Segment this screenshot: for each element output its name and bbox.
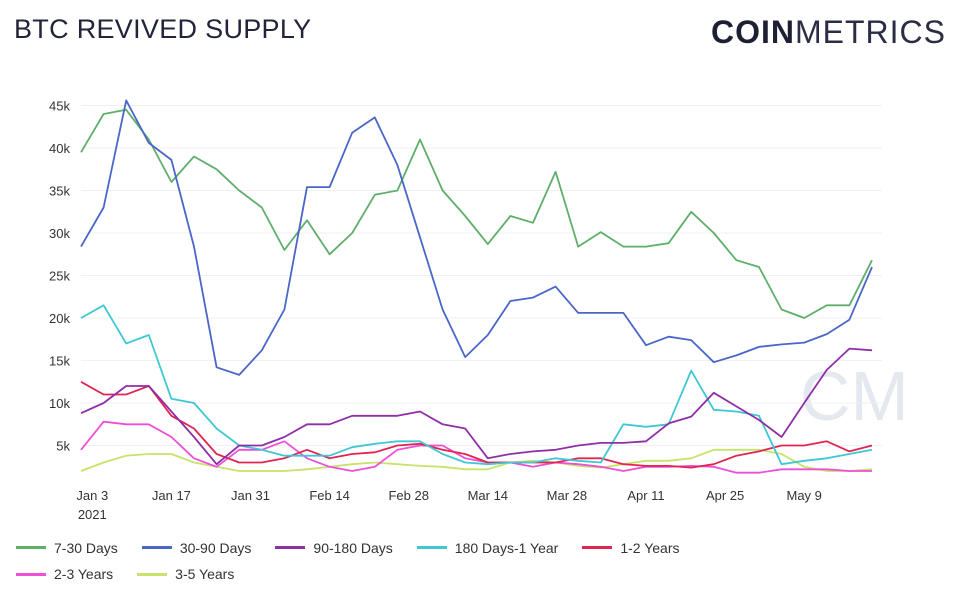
legend-swatch xyxy=(16,546,46,549)
legend-item[interactable]: 1-2 Years xyxy=(582,539,680,556)
y-tick-label: 5k xyxy=(56,439,70,454)
watermark: CM xyxy=(800,357,909,435)
legend-swatch xyxy=(16,572,46,576)
legend-label: 3-5 Years xyxy=(175,566,235,582)
y-tick-label: 30k xyxy=(49,226,70,241)
y-tick-label: 15k xyxy=(49,354,70,369)
series-line-90-180-days xyxy=(80,347,873,466)
legend-label: 7-30 Days xyxy=(54,539,118,556)
series-line-30-90-days xyxy=(80,99,873,376)
legend-item[interactable]: 180 Days-1 Year xyxy=(416,539,559,556)
legend-item[interactable]: 7-30 Days xyxy=(16,540,118,556)
x-tick-label: Mar 28 xyxy=(547,488,587,503)
y-tick-label: 25k xyxy=(49,269,70,284)
legend-swatch xyxy=(275,546,306,549)
legend-swatch xyxy=(416,546,447,549)
y-tick-label: 20k xyxy=(49,311,70,326)
legend-item[interactable]: 30-90 Days xyxy=(141,539,252,556)
coinmetrics-logo: COINMETRICS xyxy=(711,14,946,50)
x-tick-label: Apr 11 xyxy=(627,488,664,503)
legend-swatch xyxy=(141,546,172,549)
x-tick-year: 2021 xyxy=(78,507,107,522)
x-tick-label: Mar 14 xyxy=(468,488,508,503)
legend-item[interactable]: 3-5 Years xyxy=(137,566,234,582)
series-line-7-30-days xyxy=(80,108,873,319)
legend-label: 180 Days-1 Year xyxy=(454,539,559,556)
series-line-180-days-1-year xyxy=(80,304,873,466)
legend-label: 90-180 Days xyxy=(313,539,393,556)
y-tick-label: 45k xyxy=(49,99,70,114)
x-tick-label: Jan 31 xyxy=(231,488,270,503)
legend-label: 30-90 Days xyxy=(179,539,252,556)
x-tick-label: Feb 28 xyxy=(388,488,428,503)
x-tick-label: May 9 xyxy=(786,488,821,503)
y-tick-label: 10k xyxy=(49,396,70,411)
legend-item[interactable]: 90-180 Days xyxy=(275,539,393,556)
x-tick-label: Feb 14 xyxy=(309,488,349,503)
legend-swatch xyxy=(582,546,613,549)
legend-label: 1-2 Years xyxy=(620,539,680,556)
chart-title: BTC REVIVED SUPPLY xyxy=(14,14,312,44)
x-tick-label: Jan 3 xyxy=(76,488,108,503)
x-tick-label: Apr 25 xyxy=(706,488,744,503)
series-line-2-3-years xyxy=(80,420,872,474)
x-tick-label: Jan 17 xyxy=(152,488,191,503)
legend: 7-30 Days 30-90 Days 90-180 Days 180 Days-1… xyxy=(16,536,736,589)
y-tick-label: 40k xyxy=(49,141,70,156)
legend-swatch xyxy=(137,572,168,576)
legend-label: 2-3 Years xyxy=(54,566,114,582)
series-line-1-2-years xyxy=(80,381,873,469)
y-tick-label: 35k xyxy=(49,184,70,199)
legend-item[interactable]: 2-3 Years xyxy=(16,566,113,582)
